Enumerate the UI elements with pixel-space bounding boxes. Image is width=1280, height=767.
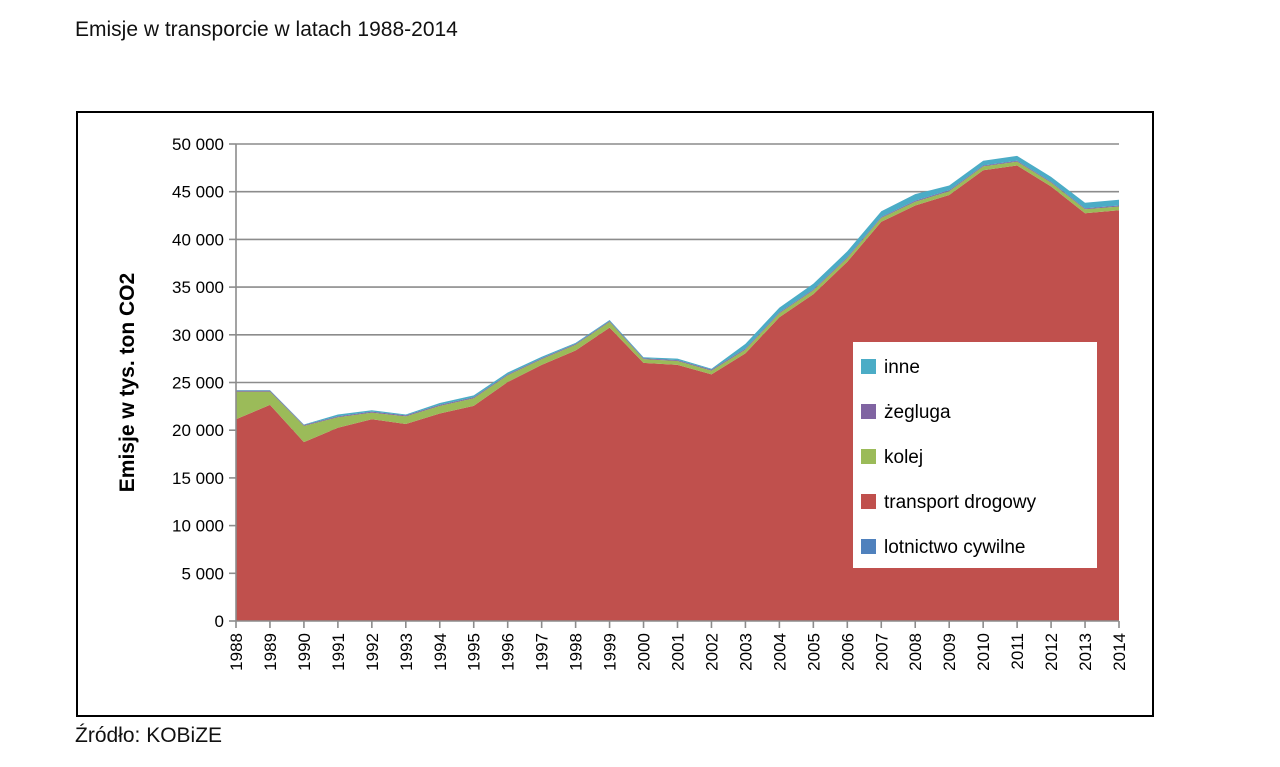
x-tick-label: 1991: [329, 633, 348, 671]
legend-box: [853, 342, 1097, 568]
y-axis-label: Emisje w tys. ton CO2: [116, 273, 139, 492]
x-tick-label: 2007: [872, 633, 891, 671]
x-tick-label: 1993: [397, 633, 416, 671]
x-tick-label: 2001: [669, 633, 688, 671]
y-tick-label: 20 000: [172, 421, 224, 440]
x-tick-labels: 1988 1989 1990 1991 1992 1993 1994 1995 1996 1997…: [227, 633, 1129, 671]
x-tick-label: 1989: [261, 633, 280, 671]
legend-label: żegluga: [884, 402, 951, 423]
x-tick-label: 2002: [702, 633, 721, 671]
x-tick-label: 2005: [804, 633, 823, 671]
x-tick-label: 1988: [227, 633, 246, 671]
axes: [229, 143, 1120, 628]
x-tick-label: 1996: [499, 633, 518, 671]
legend-swatch: [861, 539, 876, 554]
legend-label: kolej: [884, 447, 923, 468]
legend-label: inne: [884, 357, 920, 378]
x-tick-label: 2012: [1042, 633, 1061, 671]
x-tick-label: 2004: [770, 633, 789, 671]
legend-swatch: [861, 494, 876, 509]
legend-swatch: [861, 359, 876, 374]
x-tick-label: 1998: [567, 633, 586, 671]
x-tick-label: 1995: [465, 633, 484, 671]
x-tick-label: 2003: [736, 633, 755, 671]
x-tick-label: 1997: [533, 633, 552, 671]
y-tick-label: 15 000: [172, 469, 224, 488]
x-tick-label: 2006: [838, 633, 857, 671]
y-tick-label: 30 000: [172, 326, 224, 345]
y-tick-label: 35 000: [172, 278, 224, 297]
x-tick-label: 2010: [974, 633, 993, 671]
source-note: Źródło: KOBiZE: [75, 724, 223, 747]
y-tick-label: 50 000: [172, 135, 224, 154]
x-tick-label: 2008: [906, 633, 925, 671]
legend-label: transport drogowy: [884, 492, 1037, 513]
x-tick-label: 2009: [940, 633, 959, 671]
legend-swatch: [861, 404, 876, 419]
page-title: Emisje w transporcie w latach 1988-2014: [75, 18, 458, 41]
y-tick-label: 10 000: [172, 517, 224, 536]
x-tick-label: 2000: [635, 633, 654, 671]
x-tick-label: 2013: [1076, 633, 1095, 671]
legend-swatch: [861, 449, 876, 464]
x-tick-label: 1994: [431, 633, 450, 671]
y-tick-label: 0: [215, 612, 224, 631]
x-tick-label: 2011: [1008, 633, 1027, 670]
y-tick-label: 5 000: [181, 564, 224, 583]
x-tick-label: 1990: [295, 633, 314, 671]
y-tick-label: 25 000: [172, 374, 224, 393]
x-tick-label: 1999: [601, 633, 620, 671]
x-tick-label: 1992: [363, 633, 382, 671]
y-tick-label: 45 000: [172, 183, 224, 202]
y-tick-label: 40 000: [172, 230, 224, 249]
legend: inne żegluga kolej transport drogowy lotnict…: [853, 342, 1097, 568]
y-tick-labels: 0 5 000 10 000 15 000 20 000 25 000 30 000 35 0…: [172, 135, 224, 631]
legend-label: lotnictwo cywilne: [884, 537, 1026, 558]
x-tick-label: 2014: [1110, 633, 1129, 671]
